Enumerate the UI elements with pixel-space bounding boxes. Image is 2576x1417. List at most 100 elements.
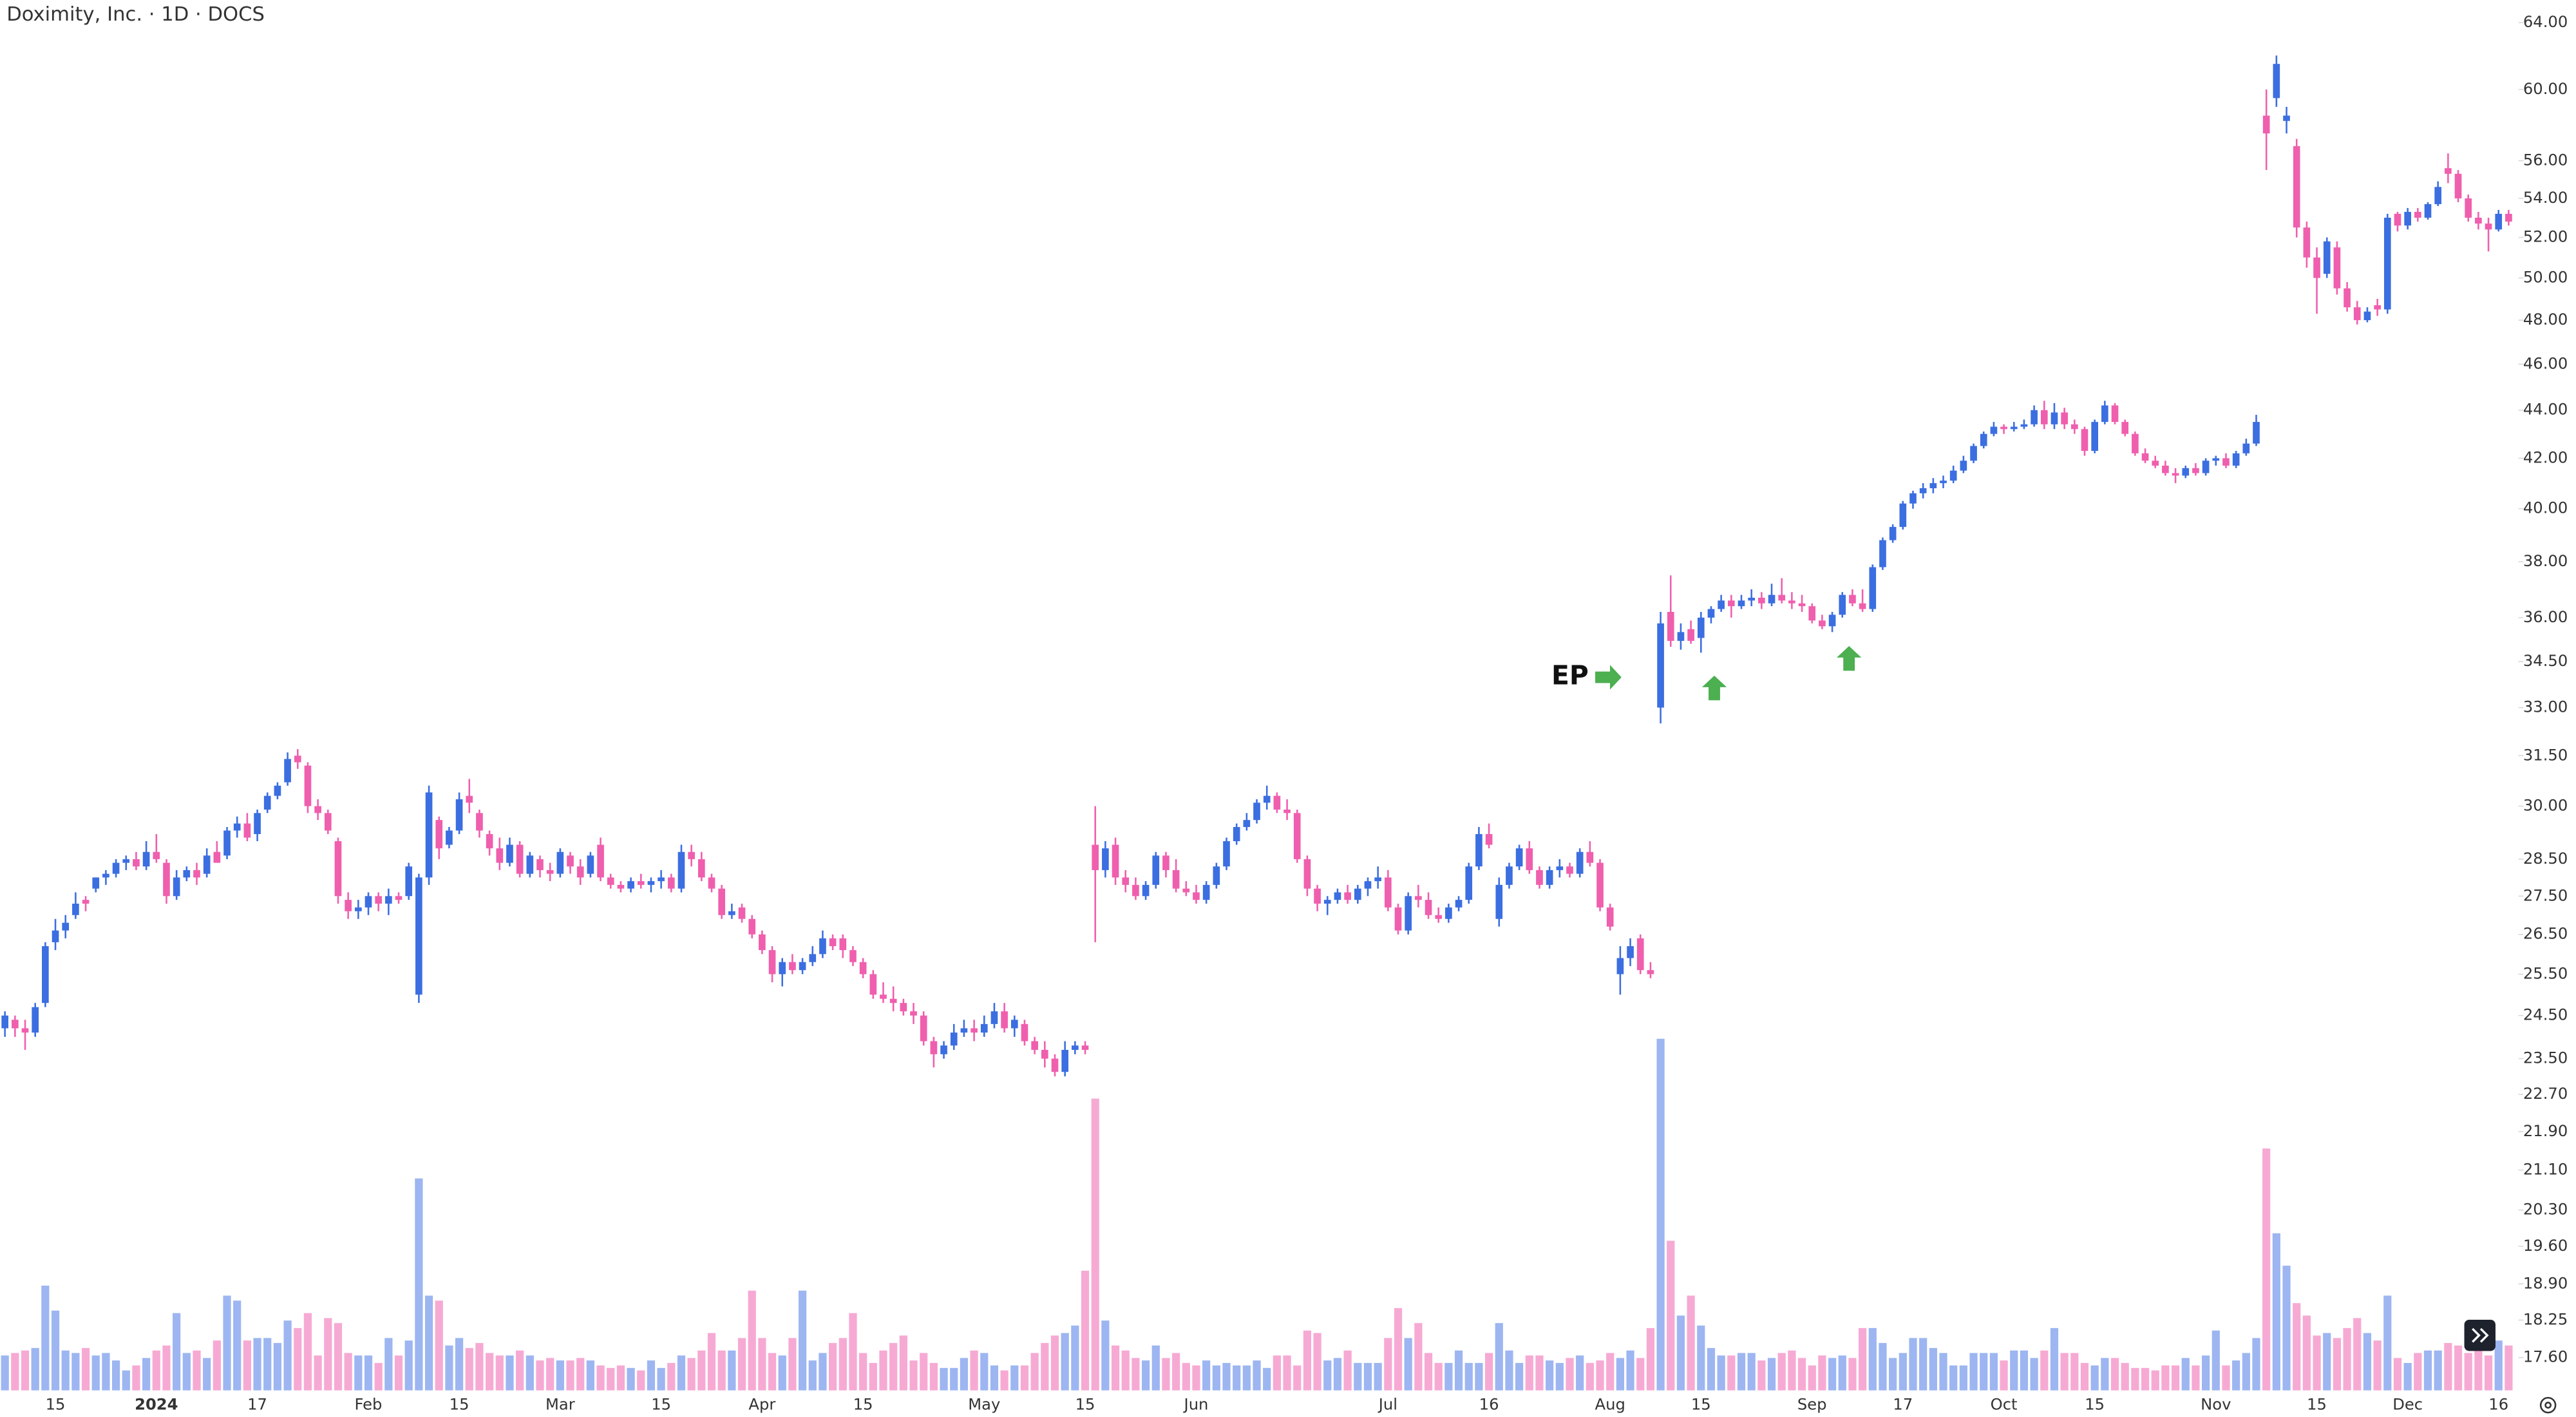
volume-bar (193, 1350, 201, 1391)
x-tick-label: 16 (1479, 1396, 1499, 1414)
volume-bar (1414, 1323, 1423, 1391)
volume-bar (1646, 1327, 1655, 1391)
candle-body (1738, 600, 1745, 607)
volume-bar (687, 1358, 696, 1391)
candle-body (375, 896, 383, 904)
y-tick-label: 21.90 (2523, 1122, 2568, 1140)
candle-body (1263, 795, 1271, 803)
volume-bar (1828, 1358, 1837, 1391)
volume-bar (384, 1338, 393, 1391)
candle-body (1657, 623, 1664, 708)
volume-bar (2040, 1350, 2049, 1391)
candle-body (1102, 848, 1109, 870)
x-tick-label: 15 (2307, 1396, 2327, 1414)
volume-bar (2252, 1338, 2260, 1391)
volume-bar (1596, 1360, 1604, 1391)
y-tick-label: 64.00 (2523, 13, 2568, 31)
candle-body (971, 1028, 978, 1033)
scroll-to-realtime-button[interactable] (2464, 1319, 2496, 1351)
volume-bar (798, 1290, 807, 1391)
volume-bar (1636, 1358, 1645, 1391)
volume-bar (667, 1363, 676, 1391)
candle-body (294, 756, 301, 763)
candle-body (1061, 1049, 1069, 1072)
candle-body (2495, 213, 2503, 230)
candle-body (2182, 468, 2190, 476)
volume-layer (1, 1038, 2513, 1391)
candle-body (2091, 422, 2099, 452)
candle-body (1092, 844, 1099, 870)
volume-bar (1767, 1358, 1776, 1391)
volume-bar (990, 1365, 999, 1391)
y-tick-label: 54.00 (2523, 189, 2568, 207)
candle-body (1990, 426, 1998, 434)
candle-body (506, 844, 513, 863)
volume-bar (2090, 1365, 2099, 1391)
volume-bar (2000, 1360, 2008, 1391)
volume-bar (475, 1343, 484, 1391)
volume-bar (2060, 1353, 2069, 1391)
candle-body (748, 918, 756, 935)
candle-body (2414, 211, 2421, 218)
candle-body (697, 859, 705, 878)
volume-bar (1434, 1363, 1443, 1391)
candle-body (1919, 488, 1927, 493)
volume-bar (445, 1345, 453, 1391)
volume-bar (1606, 1353, 1615, 1391)
candle-body (1425, 900, 1432, 915)
settings-button[interactable] (2539, 1396, 2557, 1414)
y-tick-label: 34.50 (2523, 652, 2568, 670)
candle-body (2000, 426, 2007, 430)
volume-bar (506, 1355, 514, 1391)
volume-bar (1263, 1367, 1271, 1391)
candle-body (82, 900, 90, 904)
candle-body (2192, 468, 2199, 473)
candle-body (21, 1028, 29, 1033)
candle-body (849, 950, 857, 962)
volume-bar (2383, 1295, 2392, 1391)
candle-body (1, 1015, 8, 1029)
y-tick-label: 20.30 (2523, 1201, 2568, 1219)
y-tick-label: 28.50 (2523, 850, 2568, 868)
volume-bar (1132, 1358, 1140, 1391)
volume-bar (51, 1310, 60, 1391)
volume-bar (31, 1347, 39, 1391)
candle-body (2172, 473, 2179, 476)
candle-body (2232, 453, 2240, 466)
candle-body (2111, 405, 2119, 423)
y-tick-label: 25.50 (2523, 964, 2568, 982)
candle-body (2242, 443, 2250, 453)
volume-bar (2363, 1333, 2372, 1391)
candle-body (920, 1015, 927, 1041)
candle-body (2152, 461, 2159, 466)
volume-bar (980, 1353, 989, 1391)
volume-bar (1081, 1270, 1090, 1391)
volume-bar (1717, 1355, 1725, 1391)
volume-bar (1747, 1353, 1756, 1391)
volume-bar (2414, 1353, 2422, 1391)
volume-bar (1233, 1365, 1241, 1391)
y-tick-label: 38.00 (2523, 552, 2568, 570)
volume-bar (1071, 1326, 1079, 1391)
candle-body (345, 900, 352, 911)
volume-bar (1707, 1347, 1716, 1391)
volume-bar (111, 1360, 120, 1391)
candle-body (779, 962, 786, 975)
volume-bar (849, 1313, 857, 1391)
candle-body (688, 851, 695, 859)
candle-body (2293, 146, 2300, 228)
volume-bar (1929, 1347, 1937, 1391)
volume-bar (1808, 1365, 1816, 1391)
candle-body (274, 785, 281, 796)
volume-bar (2101, 1358, 2109, 1391)
volume-bar (2171, 1365, 2180, 1391)
candle-body (1606, 907, 1614, 927)
candle-body (940, 1045, 947, 1054)
candle-body (900, 1003, 907, 1012)
volume-bar (394, 1355, 403, 1391)
candle-body (910, 1011, 917, 1016)
volume-bar (1363, 1363, 1372, 1391)
volume-bar (929, 1363, 938, 1391)
volume-bar (1354, 1363, 1362, 1391)
volume-bar (203, 1358, 211, 1391)
